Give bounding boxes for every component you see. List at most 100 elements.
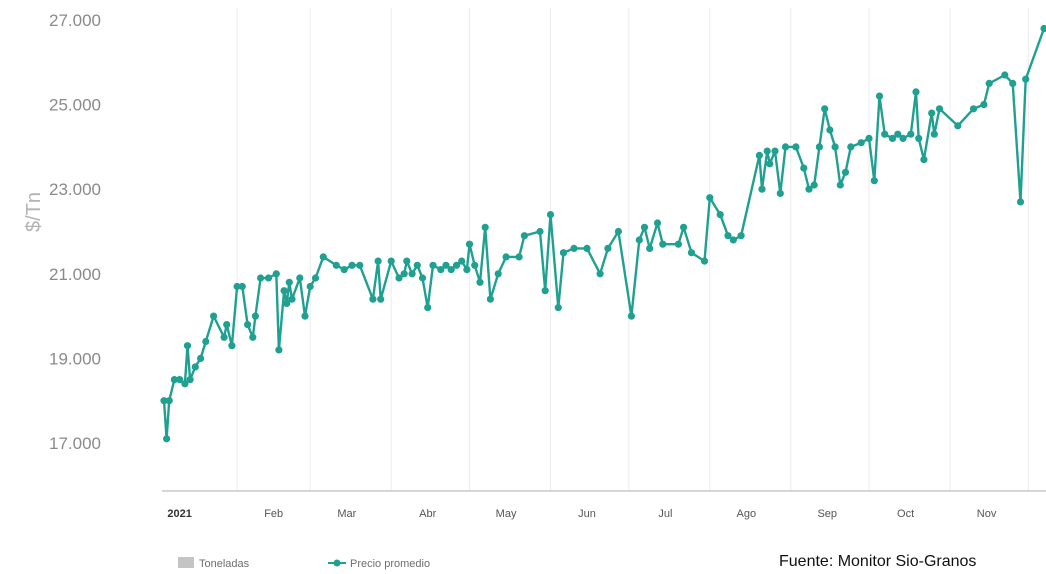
- legend: Toneladas Precio promedio: [178, 557, 430, 570]
- x-tick-sep: Sep: [817, 508, 837, 520]
- data-point-19: [249, 333, 257, 341]
- data-point-56: [465, 240, 474, 248]
- legend-precio-marker[interactable]: [328, 559, 346, 567]
- data-point-131: [1040, 24, 1046, 33]
- x-axis-labels: 2021 Feb Mar Abr May Jun Jul Ago Sep Oct Nov: [167, 508, 996, 520]
- data-point-48: [424, 304, 432, 312]
- series-line: [162, 28, 1046, 440]
- data-point-111: [875, 92, 884, 100]
- data-point-57: [471, 261, 479, 269]
- y-tick-19000: 19.000: [49, 349, 101, 368]
- legend-toneladas-label[interactable]: Toneladas: [199, 558, 250, 570]
- data-point-83: [687, 249, 696, 257]
- data-point-60: [486, 295, 494, 303]
- data-point-37: [356, 261, 364, 269]
- x-tick-abr: Abr: [419, 508, 436, 520]
- data-point-119: [920, 156, 928, 164]
- data-point-30: [301, 312, 309, 320]
- x-tick-feb: Feb: [264, 508, 283, 520]
- data-point-39: [374, 257, 382, 265]
- x-tick-jul: Jul: [658, 508, 672, 520]
- data-point-13: [220, 333, 228, 341]
- data-point-7: [183, 342, 192, 350]
- data-point-90: [755, 151, 764, 159]
- data-point-129: [1016, 198, 1025, 206]
- data-point-67: [546, 211, 555, 219]
- data-point-16: [233, 282, 241, 291]
- data-point-124: [969, 105, 978, 113]
- data-point-99: [805, 185, 813, 193]
- source-note: Fuente: Monitor Sio-Granos: [779, 553, 977, 570]
- data-point-36: [348, 261, 356, 269]
- data-point-31: [306, 282, 314, 291]
- data-point-122: [935, 105, 944, 113]
- data-point-71: [583, 244, 591, 252]
- data-point-29: [296, 274, 304, 282]
- data-point-2: [163, 435, 171, 443]
- data-point-33: [319, 253, 327, 261]
- y-tick-21000: 21.000: [49, 265, 101, 284]
- legend-precio-label[interactable]: Precio promedio: [350, 558, 430, 570]
- data-point-107: [847, 143, 855, 151]
- data-point-65: [536, 227, 544, 236]
- data-point-51: [442, 261, 450, 269]
- data-point-75: [627, 312, 636, 320]
- y-tick-17000: 17.000: [49, 434, 101, 453]
- data-point-123: [954, 122, 962, 130]
- data-point-116: [907, 130, 915, 138]
- data-point-113: [888, 134, 897, 142]
- data-point-21: [257, 274, 265, 282]
- data-point-45: [408, 270, 416, 278]
- data-point-80: [659, 240, 667, 248]
- data-point-96: [781, 143, 790, 151]
- data-point-35: [340, 266, 348, 274]
- data-point-125: [980, 101, 988, 109]
- data-point-5: [176, 376, 184, 384]
- data-point-97: [792, 143, 800, 151]
- data-point-17: [238, 282, 246, 291]
- data-point-109: [865, 134, 873, 142]
- data-point-62: [502, 253, 510, 261]
- data-point-76: [635, 236, 643, 244]
- data-point-98: [800, 164, 808, 172]
- data-point-3: [165, 397, 173, 405]
- data-point-53: [452, 261, 461, 269]
- data-point-8: [186, 376, 194, 384]
- data-point-46: [413, 261, 421, 269]
- legend-toneladas-swatch[interactable]: [178, 557, 194, 568]
- data-point-50: [437, 266, 445, 274]
- data-point-10: [197, 354, 205, 362]
- data-point-130: [1022, 75, 1030, 83]
- data-point-89: [737, 232, 745, 240]
- data-point-120: [928, 109, 936, 117]
- y-axis-labels: 17.000 19.000 21.000 23.000 25.000 27.000: [49, 11, 101, 453]
- y-tick-27000: 27.000: [49, 11, 101, 30]
- data-point-18: [244, 321, 252, 329]
- data-point-55: [463, 266, 471, 274]
- data-point-49: [429, 261, 437, 269]
- data-point-69: [559, 249, 568, 257]
- data-point-115: [899, 134, 907, 142]
- data-point-26: [283, 299, 291, 307]
- data-point-22: [264, 274, 273, 282]
- data-point-127: [1001, 71, 1009, 79]
- data-point-15: [228, 342, 236, 350]
- data-point-64: [520, 232, 529, 240]
- data-point-12: [210, 312, 218, 320]
- data-point-44: [403, 257, 411, 265]
- data-point-34: [332, 261, 340, 269]
- data-point-1: [160, 397, 168, 405]
- data-point-118: [915, 134, 923, 142]
- data-point-23: [272, 270, 280, 278]
- y-axis-title: $/Tn: [23, 192, 45, 232]
- data-point-102: [821, 105, 829, 113]
- x-tick-mar: Mar: [337, 508, 356, 520]
- data-point-108: [857, 139, 865, 147]
- data-point-105: [836, 181, 844, 189]
- data-point-84: [700, 257, 709, 265]
- data-point-32: [311, 274, 320, 282]
- x-tick-may: May: [496, 508, 517, 520]
- data-point-81: [674, 240, 683, 248]
- data-point-77: [640, 223, 649, 231]
- y-tick-23000: 23.000: [49, 180, 101, 199]
